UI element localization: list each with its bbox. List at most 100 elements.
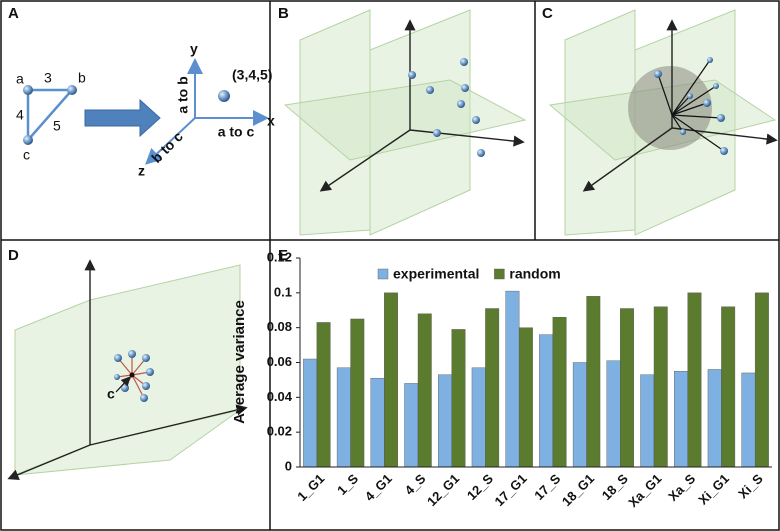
shape bbox=[707, 57, 713, 63]
points bbox=[114, 350, 154, 402]
legend-swatch bbox=[377, 268, 389, 280]
panel-a: A a b c 3 4 5 y x z a to b a to c b to c… bbox=[8, 5, 275, 179]
bar bbox=[539, 334, 554, 468]
shape bbox=[460, 58, 468, 66]
axis-line bbox=[671, 85, 717, 116]
shape bbox=[433, 129, 441, 137]
shape bbox=[703, 99, 711, 107]
bar bbox=[336, 367, 351, 468]
rays bbox=[657, 59, 725, 152]
vertex-label: b bbox=[78, 70, 86, 86]
bar bbox=[586, 296, 601, 468]
x-tick-label: 1_G1 bbox=[294, 471, 327, 504]
shape bbox=[654, 70, 662, 78]
panel-label: D bbox=[8, 247, 19, 264]
point-label: (3,4,5) bbox=[232, 67, 272, 83]
bar bbox=[606, 360, 621, 468]
bar bbox=[518, 327, 533, 468]
axis-line bbox=[671, 95, 691, 116]
shape bbox=[687, 93, 693, 99]
shape bbox=[717, 114, 725, 122]
bar bbox=[741, 372, 756, 468]
shape bbox=[472, 116, 480, 124]
bar bbox=[438, 374, 452, 468]
axis-line bbox=[115, 376, 131, 393]
legend-swatch bbox=[494, 268, 505, 280]
point bbox=[218, 90, 230, 102]
axis-line bbox=[319, 129, 411, 192]
bar bbox=[640, 374, 655, 468]
vertex bbox=[23, 85, 33, 95]
panel-e: E Average variance 0 0.02 0.04 0.06 0.08 0.1 0… bbox=[231, 247, 772, 510]
axis-name: y bbox=[190, 41, 198, 57]
axis-label: a to b bbox=[175, 76, 191, 113]
y-tick-label: 0.06 bbox=[267, 354, 292, 369]
bar bbox=[471, 367, 486, 468]
axis-name: x bbox=[267, 113, 275, 129]
axis-label: a to c bbox=[218, 124, 255, 140]
bar bbox=[653, 306, 668, 468]
bar bbox=[404, 383, 419, 468]
bar bbox=[572, 362, 587, 468]
x-tick-label: 4_S bbox=[402, 471, 429, 498]
shape bbox=[680, 129, 686, 135]
shape bbox=[477, 149, 485, 157]
x-tick-label: Xa_G1 bbox=[625, 471, 664, 510]
y-tick-label: 0.12 bbox=[267, 249, 292, 264]
axis-name: z bbox=[138, 163, 145, 179]
bar bbox=[417, 313, 432, 468]
axis-line bbox=[89, 404, 248, 446]
legend-label: random bbox=[509, 266, 560, 282]
bar bbox=[485, 308, 500, 468]
shape bbox=[129, 372, 135, 378]
points bbox=[654, 57, 728, 155]
y-tick-label: 0.08 bbox=[267, 319, 292, 334]
bar bbox=[674, 371, 688, 468]
axis-label: b to c bbox=[148, 128, 186, 166]
bar bbox=[451, 329, 466, 468]
plane bbox=[14, 299, 91, 476]
axis-line bbox=[657, 73, 673, 116]
bar bbox=[552, 317, 567, 468]
panel-label: C bbox=[542, 5, 553, 22]
side-label: 4 bbox=[16, 107, 24, 123]
axis-line bbox=[582, 127, 673, 192]
plane bbox=[369, 9, 471, 236]
shape bbox=[720, 147, 728, 155]
x-tick-label: 18_G1 bbox=[559, 471, 597, 509]
side-label: 5 bbox=[53, 118, 61, 134]
x-tick-label: 1_S bbox=[334, 471, 361, 498]
panel-b: B bbox=[278, 5, 527, 236]
shape bbox=[713, 83, 719, 89]
x-tick-label: Xa_S bbox=[665, 471, 698, 504]
x-tick-label: Xi_S bbox=[735, 471, 766, 502]
bar bbox=[687, 292, 702, 468]
bar bbox=[620, 308, 634, 468]
legend-label: experimental bbox=[393, 266, 479, 282]
y-tick-label: 0 bbox=[285, 458, 292, 473]
shape bbox=[408, 71, 416, 79]
axis-line bbox=[671, 59, 711, 116]
axis-line bbox=[671, 114, 684, 133]
y-tick-label: 0.04 bbox=[267, 389, 293, 404]
y-tick-label: 0.1 bbox=[274, 284, 292, 299]
shape bbox=[426, 86, 434, 94]
axis-line bbox=[131, 374, 145, 399]
side-label: 3 bbox=[44, 70, 52, 86]
plane bbox=[283, 79, 527, 161]
shape bbox=[140, 394, 148, 402]
vertex-label: c bbox=[23, 147, 30, 163]
axis-line bbox=[409, 129, 525, 147]
bar bbox=[707, 369, 722, 468]
x-tick-label: 4_G1 bbox=[362, 471, 395, 504]
x-tick-label: Xi_G1 bbox=[695, 471, 732, 508]
panel-d: D c bbox=[7, 247, 248, 480]
bar bbox=[350, 318, 365, 468]
y-axis-title: Average variance bbox=[231, 300, 248, 424]
shape bbox=[146, 368, 154, 376]
panel-label: A bbox=[8, 5, 19, 22]
axis-line bbox=[671, 127, 778, 145]
x-tick-label: 17_G1 bbox=[491, 471, 529, 509]
axis bbox=[145, 117, 196, 165]
